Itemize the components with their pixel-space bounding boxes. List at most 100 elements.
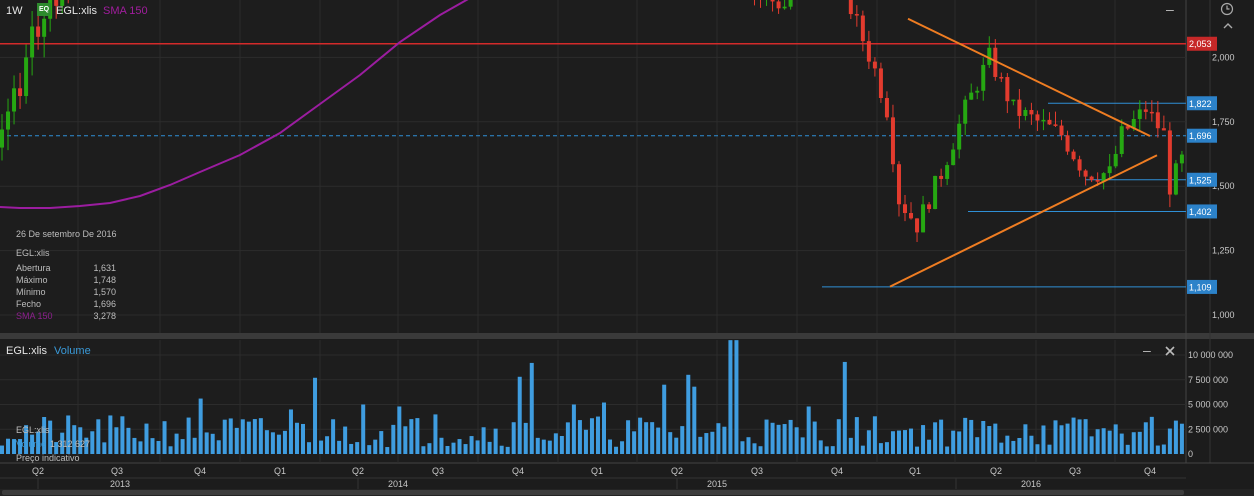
volume-y-axis[interactable]: 10 000 000 7 500 000 5 000 000 2 500 000 0: [1188, 350, 1233, 459]
volume-bar: [475, 440, 480, 454]
candle-body: [1173, 163, 1178, 195]
info-close-value: 1,696: [93, 299, 116, 309]
volume-bar: [216, 440, 221, 454]
volume-bar: [975, 437, 980, 454]
volume-bar: [379, 431, 384, 454]
volume-bar: [409, 419, 414, 454]
volume-bar: [523, 422, 528, 454]
candle-body: [6, 111, 11, 130]
volume-symbol-label[interactable]: EGL:xlis: [6, 345, 47, 357]
volume-bar: [1029, 435, 1034, 454]
collapse-chevron-icon[interactable]: [1221, 19, 1235, 33]
volume-bar: [445, 445, 450, 454]
volume-bar: [361, 404, 366, 454]
volume-bar: [1017, 437, 1022, 454]
volume-bar: [307, 442, 312, 454]
price-tag-label: 1,822: [1189, 99, 1212, 109]
volume-bar: [728, 340, 733, 454]
volume-bar: [90, 431, 95, 454]
volume-bar: [993, 423, 998, 454]
volume-bar: [228, 418, 233, 454]
info-open-value: 1,631: [93, 263, 116, 273]
interval-label[interactable]: 1W: [6, 5, 23, 17]
minimize-price-panel-button[interactable]: –: [1166, 1, 1174, 17]
quarter-label: Q1: [591, 466, 603, 476]
volume-bar: [824, 446, 829, 454]
candle-body: [1095, 179, 1100, 182]
volume-bar: [156, 440, 161, 454]
candle-body: [915, 218, 920, 233]
volume-bar: [933, 422, 938, 454]
price-tick-label: 1,250: [1212, 246, 1235, 256]
candle-body: [1167, 130, 1172, 195]
info-high-value: 1,748: [93, 275, 116, 285]
quarter-label: Q2: [352, 466, 364, 476]
horizontal-levels[interactable]: [0, 43, 1186, 288]
sma-legend[interactable]: SMA 150: [103, 5, 148, 17]
candle-body: [54, 0, 59, 6]
volume-bar: [890, 431, 895, 454]
volume-bar: [1125, 444, 1130, 454]
volume-bar: [842, 361, 847, 454]
volume-bar: [1035, 444, 1040, 454]
volume-bar: [1005, 435, 1010, 454]
equity-badge: EQ: [37, 3, 51, 16]
volume-bar: [559, 436, 564, 454]
candle-body: [981, 64, 986, 91]
volume-bar: [481, 427, 486, 454]
close-volume-panel-icon[interactable]: [1163, 344, 1177, 358]
volume-bar: [1083, 419, 1088, 454]
candle-body: [30, 26, 35, 58]
candle-body: [1179, 154, 1184, 164]
price-tag-box: [1187, 172, 1217, 187]
volume-bar: [349, 443, 354, 454]
volume-bar: [884, 442, 889, 454]
year-label: 2015: [707, 479, 727, 489]
price-tag-box: [1187, 204, 1217, 219]
volume-bar: [957, 431, 962, 454]
candlestick-series[interactable]: [0, 0, 1184, 243]
volume-bar: [939, 419, 944, 454]
minimize-volume-panel-button[interactable]: –: [1143, 342, 1151, 358]
volume-bar: [896, 430, 901, 454]
info-low-label: Mínimo: [16, 287, 46, 297]
volume-bar: [800, 437, 805, 454]
scrollbar-thumb[interactable]: [2, 490, 1184, 495]
volume-bar: [451, 442, 456, 454]
volume-bar: [535, 437, 540, 454]
volume-bar: [620, 441, 625, 454]
candle-body: [1053, 124, 1058, 126]
volume-study-label[interactable]: Volume: [54, 345, 91, 357]
volume-bar: [1143, 422, 1148, 454]
volume-bar: [0, 445, 4, 454]
history-clock-icon[interactable]: [1220, 2, 1234, 16]
sma-150-path: [0, 0, 469, 209]
time-x-axis[interactable]: Q2 Q3 Q4 Q1 Q2 Q3 Q4 Q1 Q2 Q3 Q4 Q1 Q2 Q3 Q4 2013 2014 20…: [32, 466, 1156, 489]
candle-body: [60, 0, 65, 6]
volume-bar: [301, 423, 305, 454]
price-tag-box: [1187, 128, 1217, 143]
sma-150-line[interactable]: [0, 0, 470, 209]
volume-series[interactable]: [0, 340, 1184, 454]
volume-bar: [903, 430, 907, 454]
volume-bar: [1113, 424, 1118, 454]
volume-bar: [614, 446, 619, 454]
volume-bar: [987, 426, 992, 454]
volume-bar: [343, 426, 348, 454]
volume-bar: [571, 404, 576, 454]
volume-bar: [355, 442, 360, 454]
candle-body: [939, 175, 944, 179]
quarter-label: Q3: [751, 466, 763, 476]
trendlines[interactable]: [889, 17, 1158, 288]
volume-bar: [812, 421, 817, 454]
candle-body: [1101, 173, 1106, 182]
candle-body: [945, 165, 950, 179]
volume-bar: [264, 430, 269, 454]
info-high-label: Máximo: [16, 275, 48, 285]
symbol-label[interactable]: EGL:xlis: [56, 5, 97, 17]
volume-bar: [132, 437, 137, 454]
volume-bar: [325, 436, 330, 454]
volume-bar: [252, 419, 257, 454]
